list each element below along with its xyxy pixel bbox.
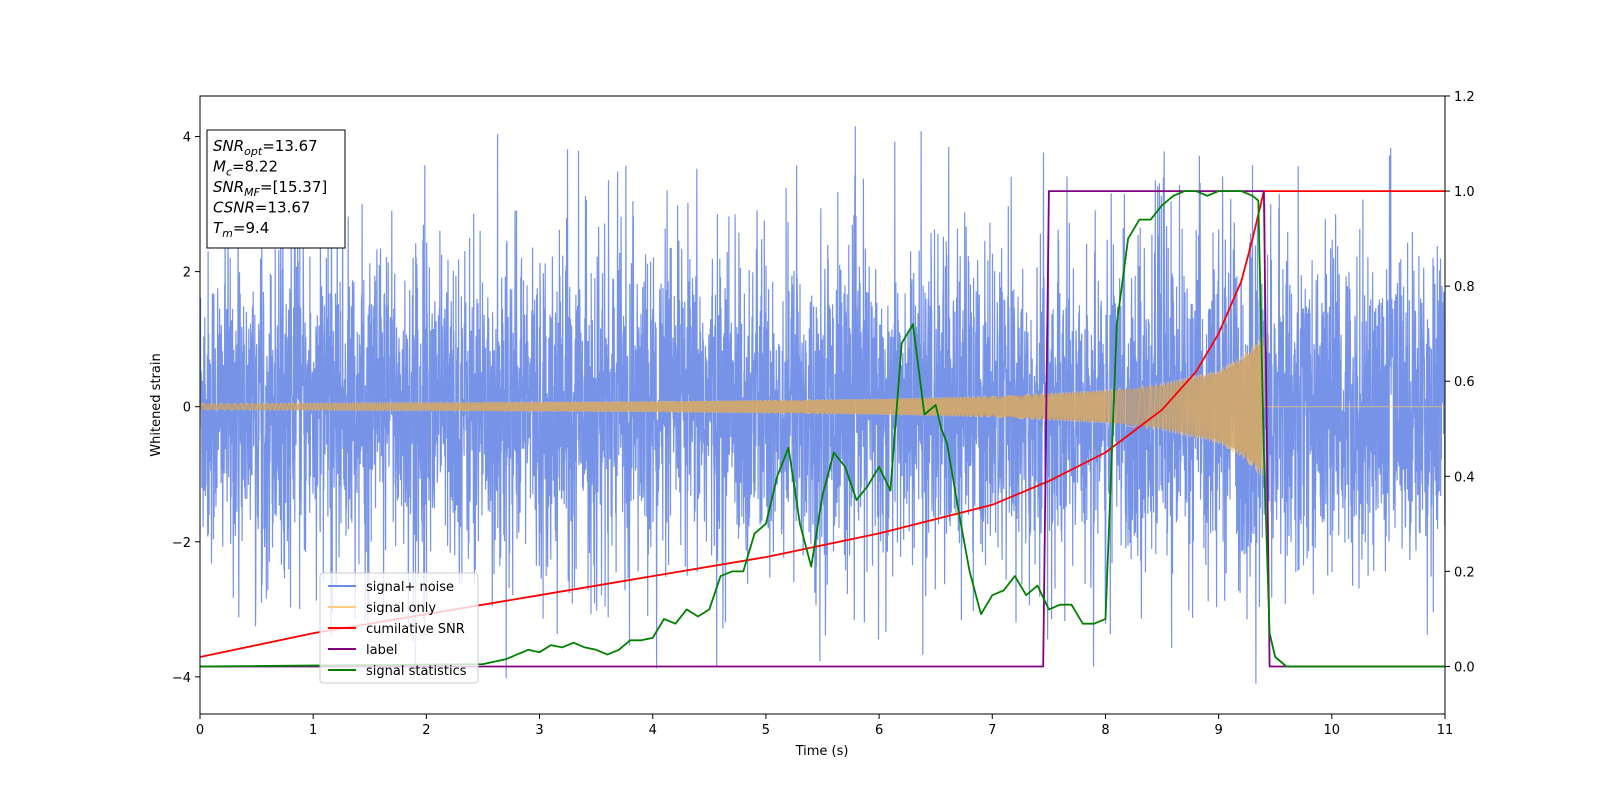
- y-left-tick-label: −4: [172, 671, 191, 686]
- legend-label: signal+ noise: [366, 580, 454, 595]
- annotation-value: =8.22: [232, 158, 278, 176]
- annotation-box: SNRopt=13.67Mc=8.22SNRMF=[15.37]CSNR=13.…: [206, 129, 346, 249]
- y-left-tick-label: 2: [183, 266, 191, 281]
- annotation-value: =13.67: [255, 199, 311, 217]
- plot-frame: [199, 95, 1446, 715]
- y-left-tick-label: 0: [183, 401, 191, 416]
- y-right-tick-label: 0.0: [1454, 660, 1475, 675]
- legend-label: label: [366, 643, 397, 658]
- y-right-tick-label: 0.2: [1454, 565, 1475, 580]
- y-right-tick-label: 1.0: [1454, 185, 1475, 200]
- legend-label: signal only: [366, 601, 436, 616]
- x-tick-label: 8: [1101, 723, 1109, 738]
- y-left-tick-label: −2: [172, 536, 191, 551]
- series-signal-noise-line: [200, 126, 1445, 684]
- legend-frame: [319, 572, 479, 684]
- annotation-line: SNRMF=[15.37]: [213, 178, 327, 199]
- annotation-frame: [206, 129, 346, 249]
- y-right-tick-label: 0.4: [1454, 470, 1475, 485]
- annotation-base: SNR: [213, 137, 244, 155]
- x-tick-label: 3: [535, 723, 543, 738]
- x-tick-label: 11: [1437, 723, 1454, 738]
- series-cumulative-snr-line: [200, 190, 1445, 658]
- legend-label: cumilative SNR: [366, 622, 465, 637]
- annotation-sub: m: [222, 227, 233, 240]
- y-right-tick-label: 1.2: [1454, 90, 1475, 105]
- annotation-base: CSNR: [213, 199, 255, 217]
- annotation-line: SNRopt=13.67: [213, 137, 318, 158]
- y-right-tick-label: 0.8: [1454, 280, 1475, 295]
- annotation-sub: opt: [244, 145, 263, 158]
- x-axis-label: Time (s): [795, 744, 849, 759]
- x-tick-label: 9: [1214, 723, 1222, 738]
- series-signal-statistics-line: [200, 190, 1445, 668]
- annotation-line: Tm=9.4: [213, 219, 269, 240]
- x-tick-label: 6: [875, 723, 883, 738]
- annotation-sub: MF: [244, 186, 260, 199]
- annotation-value: =13.67: [262, 137, 318, 155]
- annotation-sub: c: [226, 166, 232, 179]
- annotation-base: SNR: [213, 178, 244, 196]
- annotation-line: Mc=8.22: [213, 158, 278, 179]
- y-left-tick-label: 4: [183, 131, 191, 146]
- annotation-line: CSNR=13.67: [213, 199, 310, 217]
- y-axis-label: Whitened strain: [149, 353, 164, 456]
- legend-label: signal statistics: [366, 664, 467, 679]
- legend: signal+ noise signal only cumilative SNR la…: [319, 572, 479, 684]
- x-tick-label: 1: [309, 723, 317, 738]
- annotation-value: =[15.37]: [260, 178, 327, 196]
- y-right-tick-label: 0.6: [1454, 375, 1475, 390]
- x-tick-label: 4: [649, 723, 657, 738]
- annotation-base: T: [213, 219, 224, 237]
- x-tick-label: 7: [988, 723, 996, 738]
- x-tick-label: 5: [762, 723, 770, 738]
- series-signal-only-fill: [200, 344, 1264, 470]
- x-tick-label: 10: [1324, 723, 1341, 738]
- x-tick-label: 0: [196, 723, 204, 738]
- annotation-value: =9.4: [233, 219, 269, 237]
- x-tick-label: 2: [422, 723, 430, 738]
- annotation-base: M: [213, 158, 226, 176]
